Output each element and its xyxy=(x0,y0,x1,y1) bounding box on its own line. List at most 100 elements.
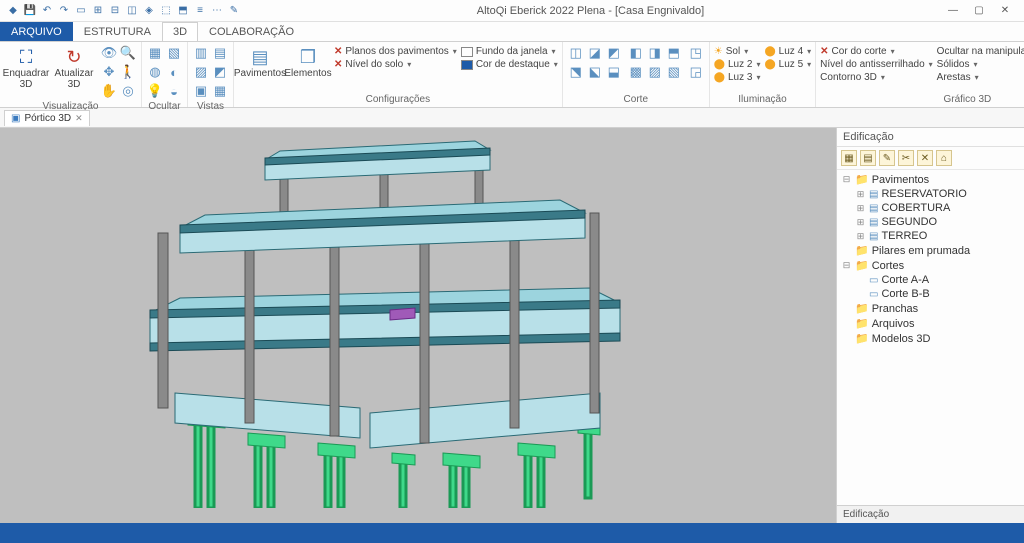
tab-estrutura[interactable]: ESTRUTURA xyxy=(73,22,162,41)
tree-arquivos[interactable]: 📁Arquivos xyxy=(839,316,1022,331)
corcorte-toggle[interactable]: ✕Cor do corte▾ xyxy=(820,46,933,57)
tree-terreo[interactable]: ⊞▤TERREO xyxy=(839,229,1022,243)
qat-icon[interactable]: ◈ xyxy=(142,4,156,18)
qat-icon[interactable]: ▭ xyxy=(74,4,88,18)
maximize-button[interactable]: ▢ xyxy=(970,4,988,18)
qat-icon[interactable]: ⊞ xyxy=(91,4,105,18)
cut-icon[interactable]: ◩ xyxy=(605,44,623,62)
qat-icon[interactable]: ✎ xyxy=(227,4,241,18)
arestas-dropdown[interactable]: Arestas▾ xyxy=(937,72,1024,83)
close-tab-icon[interactable]: ✕ xyxy=(75,113,83,124)
destaque-color-picker[interactable]: Cor de destaque▾ xyxy=(461,59,558,70)
elementos-button[interactable]: ❒ Elementos xyxy=(286,44,330,82)
luz5-toggle[interactable]: ⬤Luz 5▾ xyxy=(764,59,811,70)
view-top-icon[interactable]: ▥ xyxy=(192,44,210,62)
hide-icon[interactable]: ▧ xyxy=(165,44,183,62)
antiserr-dropdown[interactable]: Nível do antisserrilhado▾ xyxy=(820,59,933,70)
fundo-color-picker[interactable]: Fundo da janela▾ xyxy=(461,46,558,57)
cut-icon[interactable]: ⬒ xyxy=(665,44,683,62)
pan-icon[interactable]: ✋ xyxy=(100,82,118,100)
tree-reservatorio[interactable]: ⊞▤RESERVATORIO xyxy=(839,187,1022,201)
view-icon[interactable]: ▣ xyxy=(192,82,210,100)
tree-pilares[interactable]: 📁Pilares em prumada xyxy=(839,243,1022,258)
luz2-toggle[interactable]: ⬤Luz 2▾ xyxy=(714,59,761,70)
qat-redo-icon[interactable]: ↷ xyxy=(57,4,71,18)
tab-file[interactable]: ARQUIVO xyxy=(0,22,73,41)
side-tool-icon[interactable]: ▦ xyxy=(841,150,857,166)
luz3-toggle[interactable]: ⬤Luz 3▾ xyxy=(714,72,761,83)
tree-modelos3d[interactable]: 📁Modelos 3D xyxy=(839,331,1022,346)
side-tool-icon[interactable]: ✎ xyxy=(879,150,895,166)
tree-cortes[interactable]: ⊟📁Cortes xyxy=(839,258,1022,273)
sol-toggle[interactable]: ☀Sol▾ xyxy=(714,46,761,57)
ocultarman-dropdown[interactable]: Ocultar na manipulação▾ xyxy=(937,46,1024,57)
tree-segundo[interactable]: ⊞▤SEGUNDO xyxy=(839,215,1022,229)
nivel-toggle[interactable]: ✕Nível do solo▾ xyxy=(334,59,457,70)
hide-icon[interactable]: ◍ xyxy=(146,63,164,81)
planos-toggle[interactable]: ✕Planos dos pavimentos▾ xyxy=(334,46,457,57)
hide-icon[interactable]: ◒ xyxy=(165,82,183,100)
side-tool-icon[interactable]: ✂ xyxy=(898,150,914,166)
tree-pavimentos[interactable]: ⊟📁Pavimentos xyxy=(839,172,1022,187)
orbit-icon[interactable]: ✥ xyxy=(100,63,118,81)
qat-icon[interactable]: ⊟ xyxy=(108,4,122,18)
zoom-icon[interactable]: 🔍 xyxy=(119,44,137,62)
hide-icon[interactable]: ▦ xyxy=(146,44,164,62)
view-side-icon[interactable]: ▨ xyxy=(192,63,210,81)
view-icon[interactable]: 👁 xyxy=(100,44,118,62)
cut-icon[interactable]: ⬕ xyxy=(586,63,604,81)
tree-corte-aa[interactable]: ▭Corte A-A xyxy=(839,273,1022,287)
cut-icon[interactable]: ▨ xyxy=(646,63,664,81)
app-title: AltoQi Eberick 2022 Plena - [Casa Engniv… xyxy=(247,5,934,17)
cut-icon[interactable]: ◨ xyxy=(646,44,664,62)
side-tool-icon[interactable]: ✕ xyxy=(917,150,933,166)
close-button[interactable]: ✕ xyxy=(996,4,1014,18)
qat-icon[interactable]: ⋯ xyxy=(210,4,224,18)
view-iso-icon[interactable]: ◩ xyxy=(211,63,229,81)
cut-icon[interactable]: ◪ xyxy=(586,44,604,62)
pavimentos-button[interactable]: ▤ Pavimentos xyxy=(238,44,282,82)
qat-icon[interactable]: ⬒ xyxy=(176,4,190,18)
status-bar xyxy=(0,523,1024,543)
qat-icon[interactable]: ◫ xyxy=(125,4,139,18)
title-bar: ◆ 💾 ↶ ↷ ▭ ⊞ ⊟ ◫ ◈ ⬚ ⬒ ≡ ⋯ ✎ AltoQi Eberi… xyxy=(0,0,1024,22)
luz4-toggle[interactable]: ⬤Luz 4▾ xyxy=(764,46,811,57)
walk-icon[interactable]: 🚶 xyxy=(119,63,137,81)
hide-icon[interactable]: ◐ xyxy=(165,63,183,81)
tree-pranchas[interactable]: 📁Pranchas xyxy=(839,301,1022,316)
contorno-dropdown[interactable]: Contorno 3D▾ xyxy=(820,72,933,83)
cut-icon[interactable]: ▧ xyxy=(665,63,683,81)
solidos-dropdown[interactable]: Sólidos▾ xyxy=(937,59,1024,70)
cut-icon[interactable]: ▩ xyxy=(627,63,645,81)
tree-corte-bb[interactable]: ▭Corte B-B xyxy=(839,287,1022,301)
view-icon[interactable]: ▦ xyxy=(211,82,229,100)
minimize-button[interactable]: — xyxy=(944,4,962,18)
ribbon-group-corte: ◫ ◪ ◩ ⬔ ⬕ ⬓ ◧ ◨ ⬒ ▩ ▨ ▧ ◳ ◲ Corte xyxy=(563,42,710,107)
cut-icon[interactable]: ◲ xyxy=(687,63,705,81)
enquadrar-3d-button[interactable]: ⛶ Enquadrar 3D xyxy=(4,44,48,92)
bulb-icon[interactable]: 💡 xyxy=(146,82,164,100)
cut-icon[interactable]: ◧ xyxy=(627,44,645,62)
tree-cobertura[interactable]: ⊞▤COBERTURA xyxy=(839,201,1022,215)
qat-icon[interactable]: ≡ xyxy=(193,4,207,18)
side-bottom-tab[interactable]: Edificação xyxy=(837,505,1024,523)
atualizar-3d-button[interactable]: ↻ Atualizar 3D xyxy=(52,44,96,92)
cut-icon[interactable]: ⬓ xyxy=(605,63,623,81)
cut-icon[interactable]: ◳ xyxy=(687,44,705,62)
view-icon[interactable]: ◎ xyxy=(119,82,137,100)
side-tool-icon[interactable]: ⌂ xyxy=(936,150,952,166)
qat-undo-icon[interactable]: ↶ xyxy=(40,4,54,18)
qat-save-icon[interactable]: 💾 xyxy=(23,4,37,18)
doc-tab-portico3d[interactable]: ▣ Pórtico 3D ✕ xyxy=(4,110,90,126)
ribbon-group-iluminacao: ☀Sol▾ ⬤Luz 2▾ ⬤Luz 3▾ ⬤Luz 4▾ ⬤Luz 5▾ Il… xyxy=(710,42,816,107)
cut-icon[interactable]: ⬔ xyxy=(567,63,585,81)
3d-viewport[interactable] xyxy=(0,128,836,523)
side-tool-icon[interactable]: ▤ xyxy=(860,150,876,166)
qat-icon[interactable]: ⬚ xyxy=(159,4,173,18)
tab-3d[interactable]: 3D xyxy=(162,22,198,41)
tab-colaboracao[interactable]: COLABORAÇÃO xyxy=(198,22,305,41)
view-front-icon[interactable]: ▤ xyxy=(211,44,229,62)
cut-icon[interactable]: ◫ xyxy=(567,44,585,62)
ribbon-group-configuracoes: ▤ Pavimentos ❒ Elementos ✕Planos dos pav… xyxy=(234,42,563,107)
side-title: Edificação xyxy=(837,128,1024,147)
